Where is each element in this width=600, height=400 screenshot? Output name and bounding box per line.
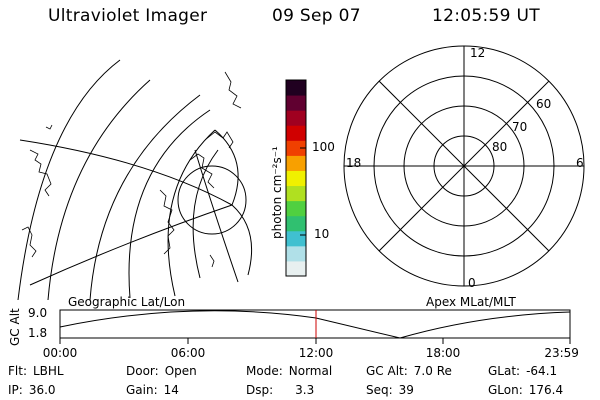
mlat-label-70: 70	[512, 120, 528, 134]
status-dsp: Dsp: 3.3	[246, 383, 314, 397]
time-label: 12:05:59 UT	[432, 6, 540, 26]
polar-diagonal-b	[378, 80, 550, 252]
status-dsp-key: Dsp:	[246, 383, 274, 397]
status-filter-value: LBHL	[32, 364, 64, 378]
colorbar-tick-label-100: 100	[312, 140, 335, 154]
polar-plot	[343, 45, 585, 287]
mlt-label-noon: 12	[470, 46, 486, 60]
status-gain-value: 14	[163, 383, 179, 397]
colorbar-swatch	[286, 230, 306, 247]
status-ip: IP: 36.0	[8, 383, 56, 397]
status-mode: Mode: Normal	[246, 364, 332, 378]
colorbar-swatch	[286, 125, 306, 141]
geographic-map	[17, 59, 253, 301]
status-door-value: Open	[164, 364, 197, 378]
colorbar-swatch	[286, 245, 306, 262]
mlt-label-midnight: 0	[468, 276, 476, 290]
status-ip-key: IP:	[8, 383, 23, 397]
status-gain: Gain: 14	[126, 383, 179, 397]
status-gc-alt-key: GC Alt:	[366, 364, 408, 378]
status-mode-key: Mode:	[246, 364, 283, 378]
status-door-key: Door:	[126, 364, 159, 378]
colorbar-swatches	[286, 80, 306, 277]
altitude-curve	[59, 310, 571, 339]
status-glon-key: GLon:	[488, 383, 523, 397]
time-tick-4: 23:59	[544, 346, 579, 360]
instrument-title: Ultraviolet Imager	[48, 6, 208, 26]
altitude-y-tick-low: 1.8	[28, 326, 48, 340]
altitude-strip	[59, 309, 571, 344]
status-gc-alt-value: 7.0 Re	[413, 364, 452, 378]
time-tick-1: 06:00	[170, 346, 206, 360]
status-gc-alt: GC Alt: 7.0 Re	[366, 364, 452, 378]
polar-caption: Apex MLat/MLT	[426, 295, 516, 309]
time-tick-0: 00:00	[42, 346, 78, 360]
status-filter: Flt: LBHL	[8, 364, 64, 378]
colorbar-swatch	[286, 80, 306, 96]
status-filter-key: Flt:	[8, 364, 27, 378]
status-gain-key: Gain:	[126, 383, 158, 397]
status-glat-value: -64.1	[526, 364, 558, 378]
status-seq-value: 39	[398, 383, 414, 397]
coastline	[21, 71, 242, 268]
status-ip-value: 36.0	[28, 383, 56, 397]
mlat-label-80: 80	[492, 140, 508, 154]
colorbar-swatch	[286, 110, 306, 126]
date-label: 09 Sep 07	[272, 6, 361, 26]
colorbar-swatch	[286, 155, 306, 171]
earth-limb	[177, 165, 247, 235]
colorbar-frame	[285, 79, 307, 277]
status-glon: GLon: 176.4	[488, 383, 563, 397]
status-seq: Seq: 39	[366, 383, 414, 397]
altitude-strip-frame	[59, 309, 571, 339]
status-door: Door: Open	[126, 364, 197, 378]
longitude-arcs	[19, 129, 253, 286]
altitude-axis-label: GC Alt	[8, 308, 22, 346]
status-glat-key: GLat:	[488, 364, 521, 378]
colorbar-swatch	[286, 95, 306, 111]
status-glat: GLat: -64.1	[488, 364, 557, 378]
status-seq-key: Seq:	[366, 383, 393, 397]
colorbar-tick-label-10: 10	[314, 227, 330, 241]
colorbar-unit-label: photon cm⁻²s⁻¹	[270, 146, 284, 239]
colorbar-swatch	[286, 185, 306, 202]
mlat-label-60: 60	[536, 97, 552, 111]
colorbar-swatch	[286, 260, 306, 277]
status-dsp-value: 3.3	[295, 383, 315, 397]
time-tick-3: 18:00	[425, 346, 461, 360]
latitude-arcs	[17, 59, 219, 301]
colorbar-swatch	[286, 215, 306, 232]
time-tick-2: 12:00	[298, 346, 334, 360]
colorbar-swatch	[286, 200, 306, 217]
geo-map-caption: Geographic Lat/Lon	[68, 295, 186, 309]
altitude-y-tick-high: 9.0	[28, 306, 48, 320]
colorbar-swatch	[286, 170, 306, 187]
colorbar	[285, 79, 307, 277]
mlt-label-dawn: 6	[576, 156, 584, 170]
colorbar-swatch	[286, 140, 306, 156]
mlt-label-dusk: 18	[346, 156, 362, 170]
status-mode-value: Normal	[288, 364, 333, 378]
status-glon-value: 176.4	[528, 383, 564, 397]
